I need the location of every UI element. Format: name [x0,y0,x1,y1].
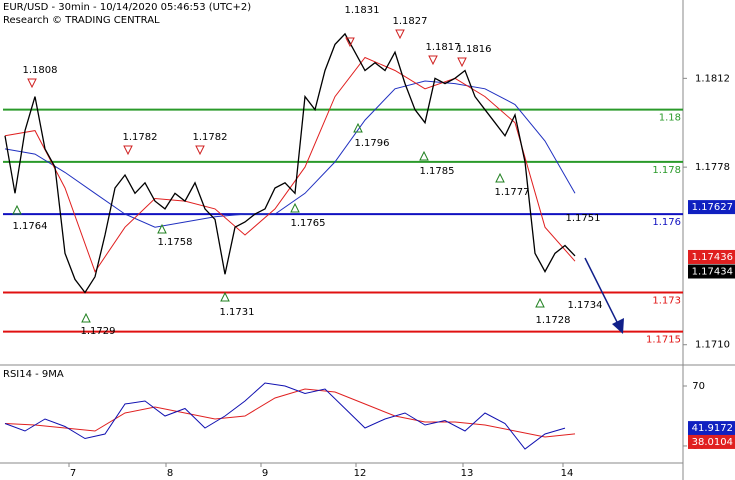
annotation-label: 1.1758 [158,237,193,248]
price-box-label: 1.17436 [692,252,733,263]
chart-title: EUR/USD - 30min - 10/14/2020 05:46:53 (U… [3,2,251,13]
level-label: 1.18 [659,113,681,124]
price-line [4,32,576,294]
annotation-label: 1.1817 [426,42,461,53]
price-box [688,249,735,264]
annotation-label: 1.1751 [566,213,601,224]
level-label: 1.173 [652,295,681,306]
high-marker [395,29,405,40]
x-tick-label: 14 [561,468,574,479]
annotation-label: 1.1729 [81,326,116,337]
x-tick-label: 8 [167,468,173,479]
rsi-box-label: 41.9172 [692,423,733,434]
low-marker [12,204,22,215]
rsi-box [688,434,735,449]
annotation-label: 1.1764 [13,221,48,232]
annotation-label: 1.1782 [193,132,228,143]
high-marker [428,55,438,66]
price-box [688,200,735,215]
forecast-arrow [584,257,621,329]
annotation-label: 1.1734 [568,300,603,311]
annotation-label: 1.1782 [123,132,158,143]
level-label: 1.1715 [646,335,681,346]
low-marker [157,223,167,234]
moving-average [4,80,576,228]
low-marker [419,150,429,161]
price-box-label: 1.17434 [692,266,733,277]
low-marker [353,122,363,133]
annotation-label: 1.1816 [457,44,492,55]
forecast-arrow-head [612,318,624,334]
price-box [688,264,735,279]
rsi-title: RSI14 - 9MA [3,369,64,380]
low-marker [290,202,300,213]
annotation-label: 1.1765 [291,218,326,229]
chart-subtitle: Research © TRADING CENTRAL [3,15,160,26]
x-tick-label: 13 [461,468,474,479]
annotation-label: 1.1777 [495,187,530,198]
annotation-label: 1.1731 [220,307,255,318]
rsi-moving-average [4,388,576,438]
rsi-tick-label: 70 [692,381,705,392]
low-marker [81,312,91,323]
annotation-label: 1.1831 [345,5,380,16]
y-tick-label: 1.1812 [695,73,730,84]
y-tick-label: 1.1778 [695,162,730,173]
y-tick-label: 1.1710 [695,340,730,351]
x-tick-label: 7 [70,468,76,479]
rsi-line [4,382,566,450]
annotation-label: 1.1785 [420,166,455,177]
annotation-label: 1.1728 [536,315,571,326]
low-marker [495,172,505,183]
annotation-label: 1.1827 [393,16,428,27]
price-box-label: 1.17627 [692,202,733,213]
rsi-box-label: 38.0104 [692,437,733,448]
low-marker [535,297,545,308]
high-marker [345,37,355,48]
high-marker [123,145,133,156]
level-label: 1.178 [652,165,681,176]
rsi-box [688,421,735,436]
high-marker [27,78,37,89]
annotation-label: 1.1796 [355,138,390,149]
x-tick-label: 9 [262,468,268,479]
high-marker [457,57,467,68]
low-marker [220,291,230,302]
annotation-label: 1.1808 [23,65,58,76]
high-marker [195,145,205,156]
x-tick-label: 12 [354,468,367,479]
level-label: 1.176 [652,217,681,228]
